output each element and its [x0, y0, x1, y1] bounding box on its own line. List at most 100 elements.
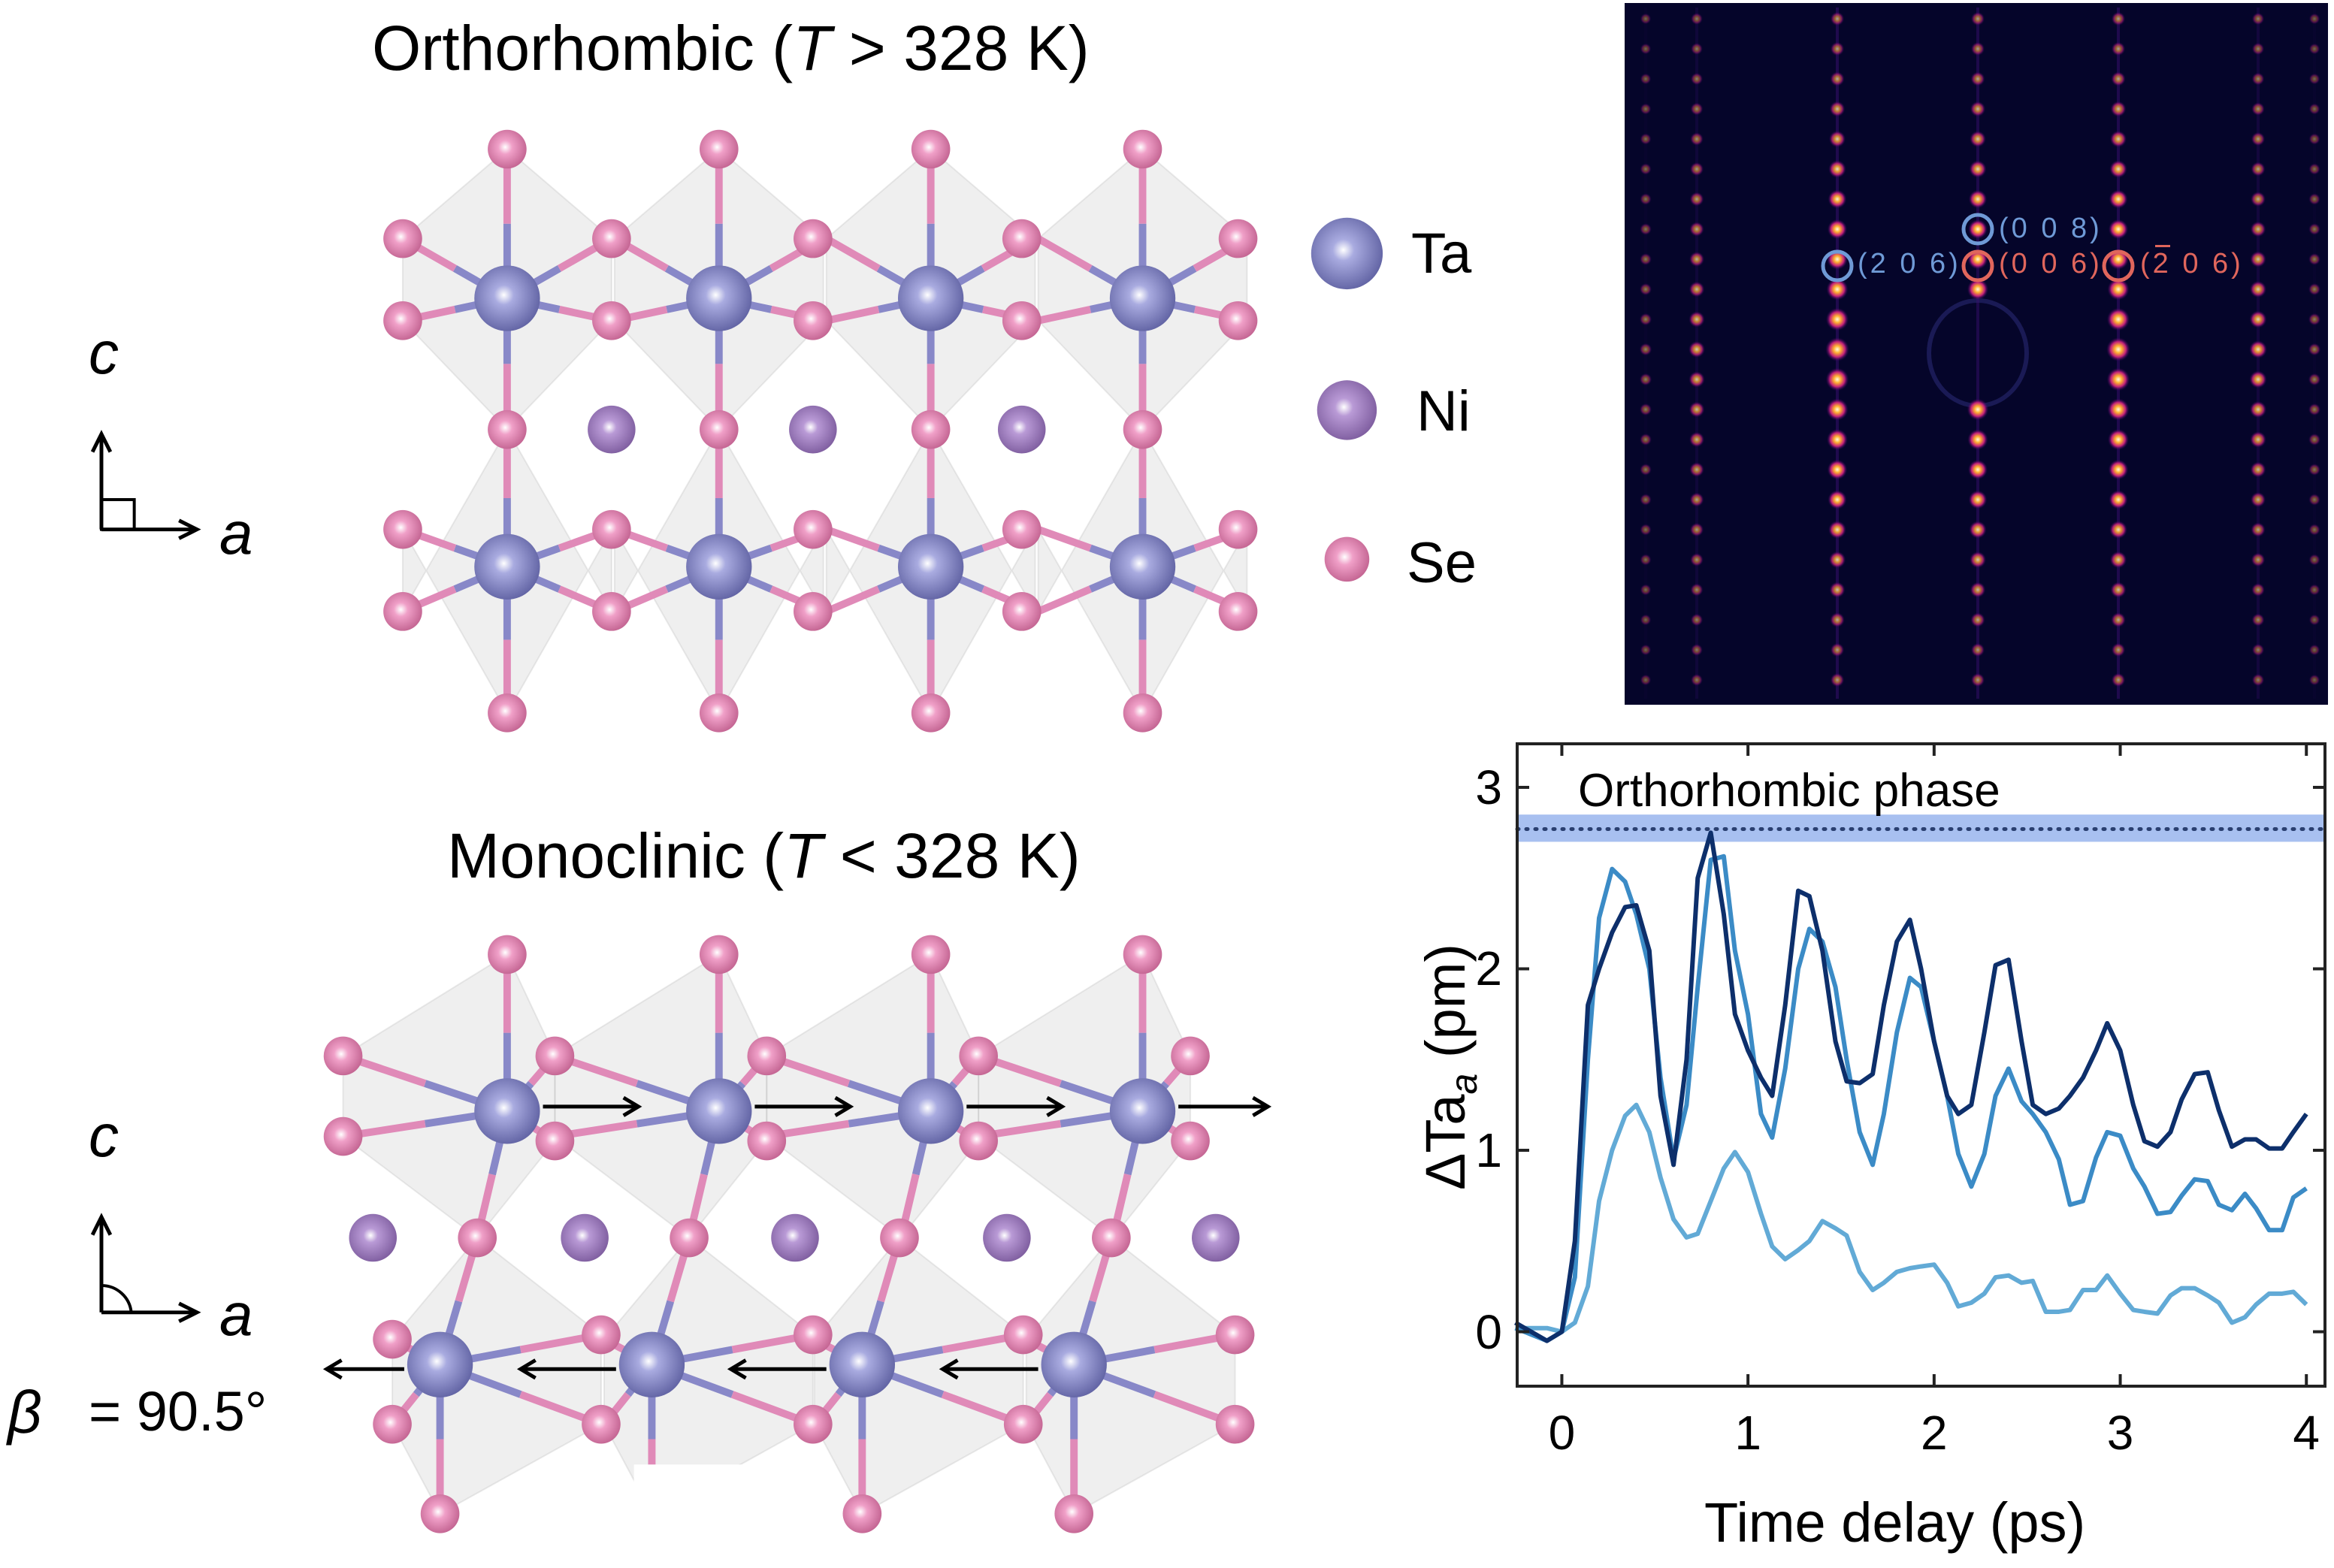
arrow-head [90, 1213, 113, 1236]
diffraction-spot [2111, 672, 2126, 687]
hkl-label-bar206: (2 0 6) [2140, 248, 2244, 279]
x-tick-label: 4 [2293, 1406, 2320, 1460]
diffraction-spot [1689, 162, 1704, 177]
bond [1036, 526, 1092, 552]
diffraction-spot [1690, 102, 1704, 116]
diffraction-spot [1640, 133, 1652, 145]
legend-ta-icon [1311, 217, 1383, 290]
diffraction-spot [1640, 584, 1652, 596]
x-tick-label: 1 [1734, 1406, 1761, 1460]
series-line-3 [1515, 1102, 2308, 1334]
diffraction-spot [1640, 193, 1652, 205]
atom-se [458, 1218, 497, 1258]
bond [1036, 585, 1092, 615]
diffraction-spot [2308, 524, 2320, 536]
y-axis-label-unit: (pm) [1414, 943, 1477, 1074]
reflection-marker-circle [1961, 249, 1994, 282]
diffraction-spot [1830, 71, 1845, 86]
axis-c-label: c [89, 319, 119, 386]
atom-se [670, 1218, 709, 1258]
diffraction-spot [1689, 222, 1704, 237]
diffraction-spot [2308, 43, 2320, 55]
title-text: > 328 K) [831, 13, 1090, 83]
diffraction-spot [1690, 42, 1704, 56]
axis-a-label: a [219, 500, 253, 566]
diffraction-spot [1967, 278, 1989, 301]
orthorhombic-title: Orthorhombic (T > 328 K) [372, 17, 1090, 80]
diffraction-spot [2308, 343, 2321, 356]
diffraction-spot [1970, 582, 1986, 598]
diffraction-spot [1828, 130, 1846, 148]
diffraction-spot [1640, 644, 1652, 656]
diffraction-spot [2308, 403, 2321, 416]
diffraction-spot [2251, 192, 2266, 207]
diffraction-spot [1689, 251, 1705, 267]
diffraction-spot [2308, 494, 2320, 506]
diffraction-spot [1690, 72, 1704, 86]
atom-se [383, 509, 422, 549]
atom-se [420, 1494, 460, 1533]
diffraction-spot [1830, 642, 1845, 657]
series-line-2 [1514, 853, 2308, 1343]
atom-se [1003, 1315, 1043, 1355]
atom-ta [474, 533, 540, 600]
arrow-head [727, 1358, 747, 1380]
diffraction-spot [2108, 459, 2129, 480]
title-text: Monoclinic ( [447, 820, 785, 891]
diffraction-spot [2251, 643, 2265, 657]
diffraction-spot [1690, 613, 1704, 627]
diffraction-spot [1970, 612, 1985, 627]
diffraction-spot [2308, 614, 2320, 626]
atom-se [794, 1404, 833, 1444]
atom-se [1218, 509, 1258, 549]
atom-se [699, 409, 739, 449]
legend-label-se: Se [1407, 531, 1477, 595]
diffraction-spot [1969, 160, 1987, 178]
diffraction-spot [2308, 223, 2320, 235]
bond [824, 585, 881, 615]
atom-se [582, 1404, 621, 1444]
atom-se [911, 935, 951, 974]
diffraction-spot [1689, 462, 1704, 477]
reflection-marker-circle [1961, 213, 1994, 246]
diffraction-spot [2251, 102, 2265, 116]
bond [825, 526, 880, 552]
diffraction-spot [2109, 490, 2128, 509]
diffraction-spot [1826, 398, 1849, 421]
atom-se [794, 219, 833, 258]
atom-se [373, 1319, 412, 1359]
atom-ta [618, 1331, 685, 1397]
atom-se [1123, 935, 1162, 974]
atom-ta [686, 265, 752, 331]
atom-ni [561, 1213, 609, 1262]
diffraction-spot [2109, 130, 2127, 148]
atom-se [323, 1116, 363, 1156]
legend-label-ni: Ni [1416, 379, 1471, 443]
atom-se [911, 129, 951, 169]
diffraction-spot [1690, 673, 1704, 687]
diffraction-spot [2111, 71, 2126, 86]
reflection-marker-circle [1821, 249, 1854, 282]
atom-se [373, 1404, 412, 1444]
diffraction-spot [2251, 673, 2265, 687]
diffraction-spot [1639, 313, 1652, 326]
diffraction-spot [2250, 431, 2266, 448]
x-tick-label: 3 [2106, 1406, 2134, 1460]
plot-frame [1516, 742, 2326, 1388]
diffraction-spot [1968, 490, 1988, 509]
diffraction-spot [1825, 337, 1849, 361]
atom-se [911, 409, 951, 449]
diffraction-spot [1640, 494, 1652, 506]
series-line-1 [1514, 830, 2308, 1343]
arrow-head [834, 1095, 854, 1117]
reflection-marker-circle [2102, 249, 2135, 282]
diffraction-spot [1828, 551, 1846, 569]
bond [1037, 306, 1092, 325]
atom-se [1215, 1404, 1255, 1444]
diffraction-spot [1970, 101, 1986, 117]
atom-ni [983, 1213, 1031, 1262]
atom-ta [407, 1331, 473, 1397]
diffraction-spot [1640, 464, 1652, 476]
atom-se [1123, 409, 1162, 449]
diffraction-spot [1688, 340, 1706, 358]
